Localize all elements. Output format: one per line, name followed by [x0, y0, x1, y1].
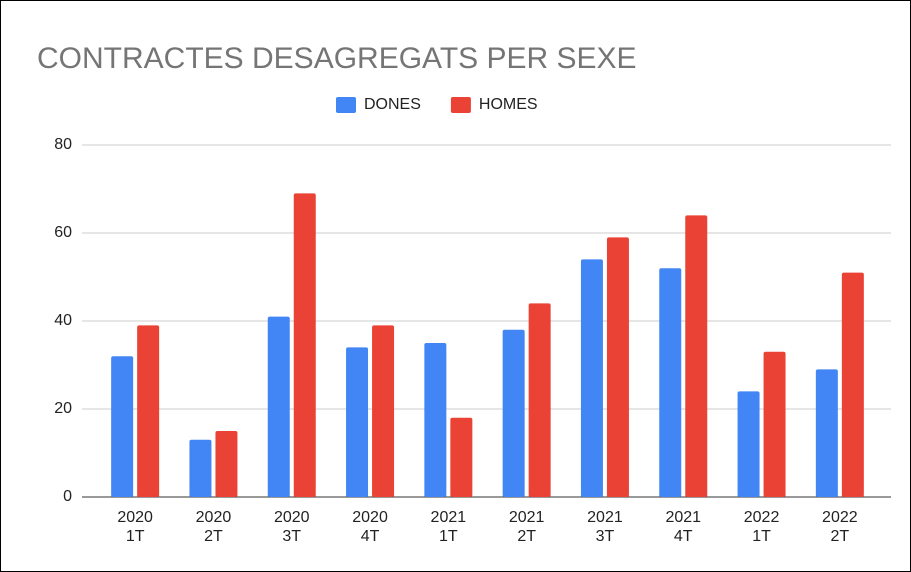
- y-tick-label: 80: [54, 136, 72, 153]
- x-tick-label: 2021 2T: [509, 509, 545, 545]
- x-tick-label-line: 2022: [822, 509, 858, 526]
- x-tick-label: 2020 4T: [352, 509, 388, 545]
- x-tick-label-line: 2022: [744, 509, 780, 526]
- bar: [111, 356, 134, 497]
- x-tick-label-line: 2020: [196, 509, 232, 526]
- bar: [659, 268, 682, 497]
- x-tick-label-line: 1T: [126, 528, 145, 545]
- x-tick-label-line: 2021: [509, 509, 545, 526]
- y-tick-label: 0: [63, 488, 72, 505]
- x-tick-label: 2021 4T: [665, 509, 701, 545]
- bar: [580, 259, 603, 497]
- bar: [528, 303, 551, 497]
- x-tick-label-line: 2021: [665, 509, 701, 526]
- bar: [841, 272, 864, 497]
- x-tick-label-line: 4T: [361, 528, 380, 545]
- x-tick-label-line: 1T: [752, 528, 771, 545]
- bar: [372, 325, 395, 497]
- x-tick-label-line: 2020: [117, 509, 153, 526]
- x-tick-label: 2020 2T: [196, 509, 232, 545]
- legend-swatch: [336, 97, 356, 113]
- bar: [685, 215, 708, 497]
- bar: [815, 369, 838, 497]
- bar: [424, 343, 447, 497]
- x-tick-label: 2022 1T: [744, 509, 780, 545]
- legend-label: DONES: [364, 96, 421, 113]
- x-tick-label-line: 3T: [596, 528, 615, 545]
- legend-swatch: [450, 97, 471, 113]
- chart-title: CONTRACTES DESAGREGATS PER SEXE: [37, 42, 637, 75]
- x-tick-label-line: 2T: [204, 528, 223, 545]
- bar: [293, 193, 316, 497]
- x-tick-label: 2020 1T: [117, 509, 153, 545]
- y-tick-label: 20: [54, 400, 72, 417]
- bar: [737, 391, 760, 497]
- x-tick-label-line: 1T: [439, 528, 458, 545]
- x-tick-label-line: 2021: [587, 509, 623, 526]
- bar: [763, 351, 786, 497]
- x-tick-label: 2021 1T: [431, 509, 467, 545]
- bar: [606, 237, 629, 497]
- bar: [215, 431, 238, 497]
- x-tick-label-line: 2020: [274, 509, 310, 526]
- x-tick-label-line: 2T: [831, 528, 850, 545]
- x-tick-label: 2022 2T: [822, 509, 858, 545]
- x-tick-label-line: 2T: [517, 528, 536, 545]
- legend-label: HOMES: [479, 96, 538, 113]
- x-tick-label-line: 4T: [674, 528, 693, 545]
- bar: [137, 325, 160, 497]
- y-tick-label: 60: [54, 224, 72, 241]
- bar: [267, 316, 290, 497]
- bar: [450, 417, 473, 497]
- y-tick-label: 40: [54, 312, 72, 329]
- bar: [346, 347, 369, 497]
- bar: [189, 439, 212, 497]
- x-tick-label-line: 2021: [431, 509, 467, 526]
- bar: [502, 329, 525, 497]
- x-tick-label-line: 2020: [352, 509, 388, 526]
- x-tick-label: 2020 3T: [274, 509, 310, 545]
- x-tick-label: 2021 3T: [587, 509, 623, 545]
- x-tick-label-line: 3T: [282, 528, 301, 545]
